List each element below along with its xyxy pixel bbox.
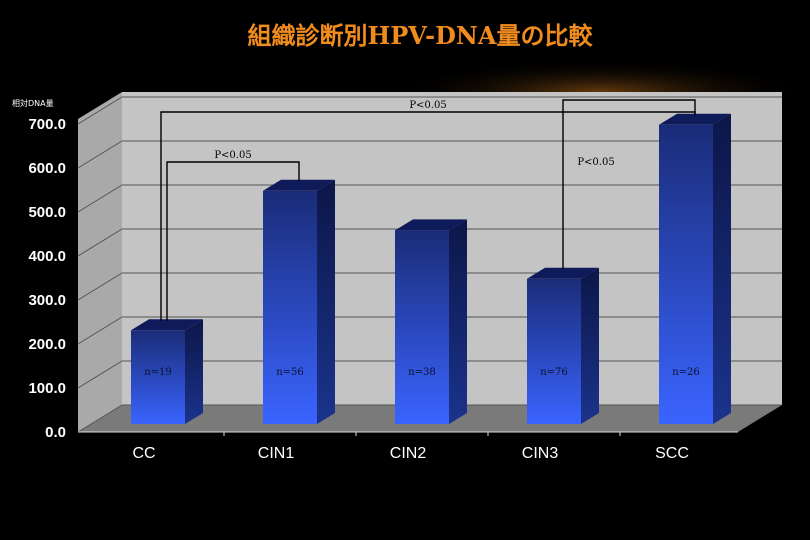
bar-side: [581, 267, 599, 424]
labels: 0.0 100.0 200.0 300.0 400.0 500.0 600.0 700.0 n=…: [28, 116, 699, 462]
bar-top: [131, 319, 203, 331]
chart-title: 組織診断別HPV-DNA量の比較: [248, 21, 594, 50]
gridline-side: [77, 228, 123, 257]
bar-cin3: [527, 267, 599, 424]
significance-bracket: P<0.05: [166, 150, 300, 321]
significance-label: P<0.05: [214, 150, 251, 161]
bar-side: [449, 219, 467, 424]
gridline-side: [77, 184, 123, 213]
bar-top: [659, 113, 731, 125]
sample-size-label: n=19: [144, 367, 172, 378]
y-tick-label: 500.0: [28, 204, 66, 221]
x-tick-label: CIN3: [522, 445, 559, 462]
bar-front: [659, 124, 713, 425]
gridline-side: [77, 316, 123, 345]
bar-front: [527, 278, 581, 424]
gridline-side: [77, 360, 123, 389]
bar-front: [395, 230, 449, 424]
bracket-line: [562, 99, 696, 270]
bar-top: [527, 267, 599, 279]
bar-cin2: [395, 219, 467, 424]
bar-side: [185, 319, 203, 424]
gridline-side: [77, 272, 123, 301]
y-tick-label: 700.0: [28, 116, 66, 133]
gridline-side: [77, 404, 123, 433]
sample-size-label: n=38: [408, 367, 436, 378]
x-tick-label: SCC: [655, 445, 689, 462]
bars: [131, 113, 731, 425]
y-tick-label: 300.0: [28, 292, 66, 309]
y-tick-label: 200.0: [28, 336, 66, 353]
bar-top: [395, 219, 467, 231]
significance-brackets: P<0.05 P<0.05 P<0.05: [160, 99, 696, 321]
significance-label: P<0.05: [577, 157, 614, 168]
sample-size-label: n=56: [276, 367, 304, 378]
y-tick-label: 600.0: [28, 160, 66, 177]
bar-cc: [131, 319, 203, 424]
y-tick-label: 100.0: [28, 380, 66, 397]
bar-cin1: [263, 179, 335, 424]
significance-label: P<0.05: [409, 100, 446, 111]
x-tick-label: CIN1: [258, 445, 295, 462]
bar-front: [263, 190, 317, 424]
sample-size-label: n=26: [672, 367, 700, 378]
bar-front: [131, 330, 185, 424]
gridline-side: [77, 140, 123, 169]
bar-side: [713, 113, 731, 425]
bar-side: [317, 179, 335, 424]
gridline-side: [77, 96, 123, 125]
y-axis-label: 相対DNA量: [12, 98, 54, 108]
y-tick-label: 400.0: [28, 248, 66, 265]
bar-scc: [659, 113, 731, 425]
side-wall: [78, 92, 122, 432]
x-tick-label: CIN2: [390, 445, 427, 462]
significance-bracket: P<0.05: [562, 99, 696, 270]
bracket-line: [166, 161, 300, 321]
y-tick-label: 0.0: [45, 424, 66, 441]
bar-top: [263, 179, 335, 191]
x-tick-label: CC: [132, 445, 155, 462]
sample-size-label: n=76: [540, 367, 568, 378]
